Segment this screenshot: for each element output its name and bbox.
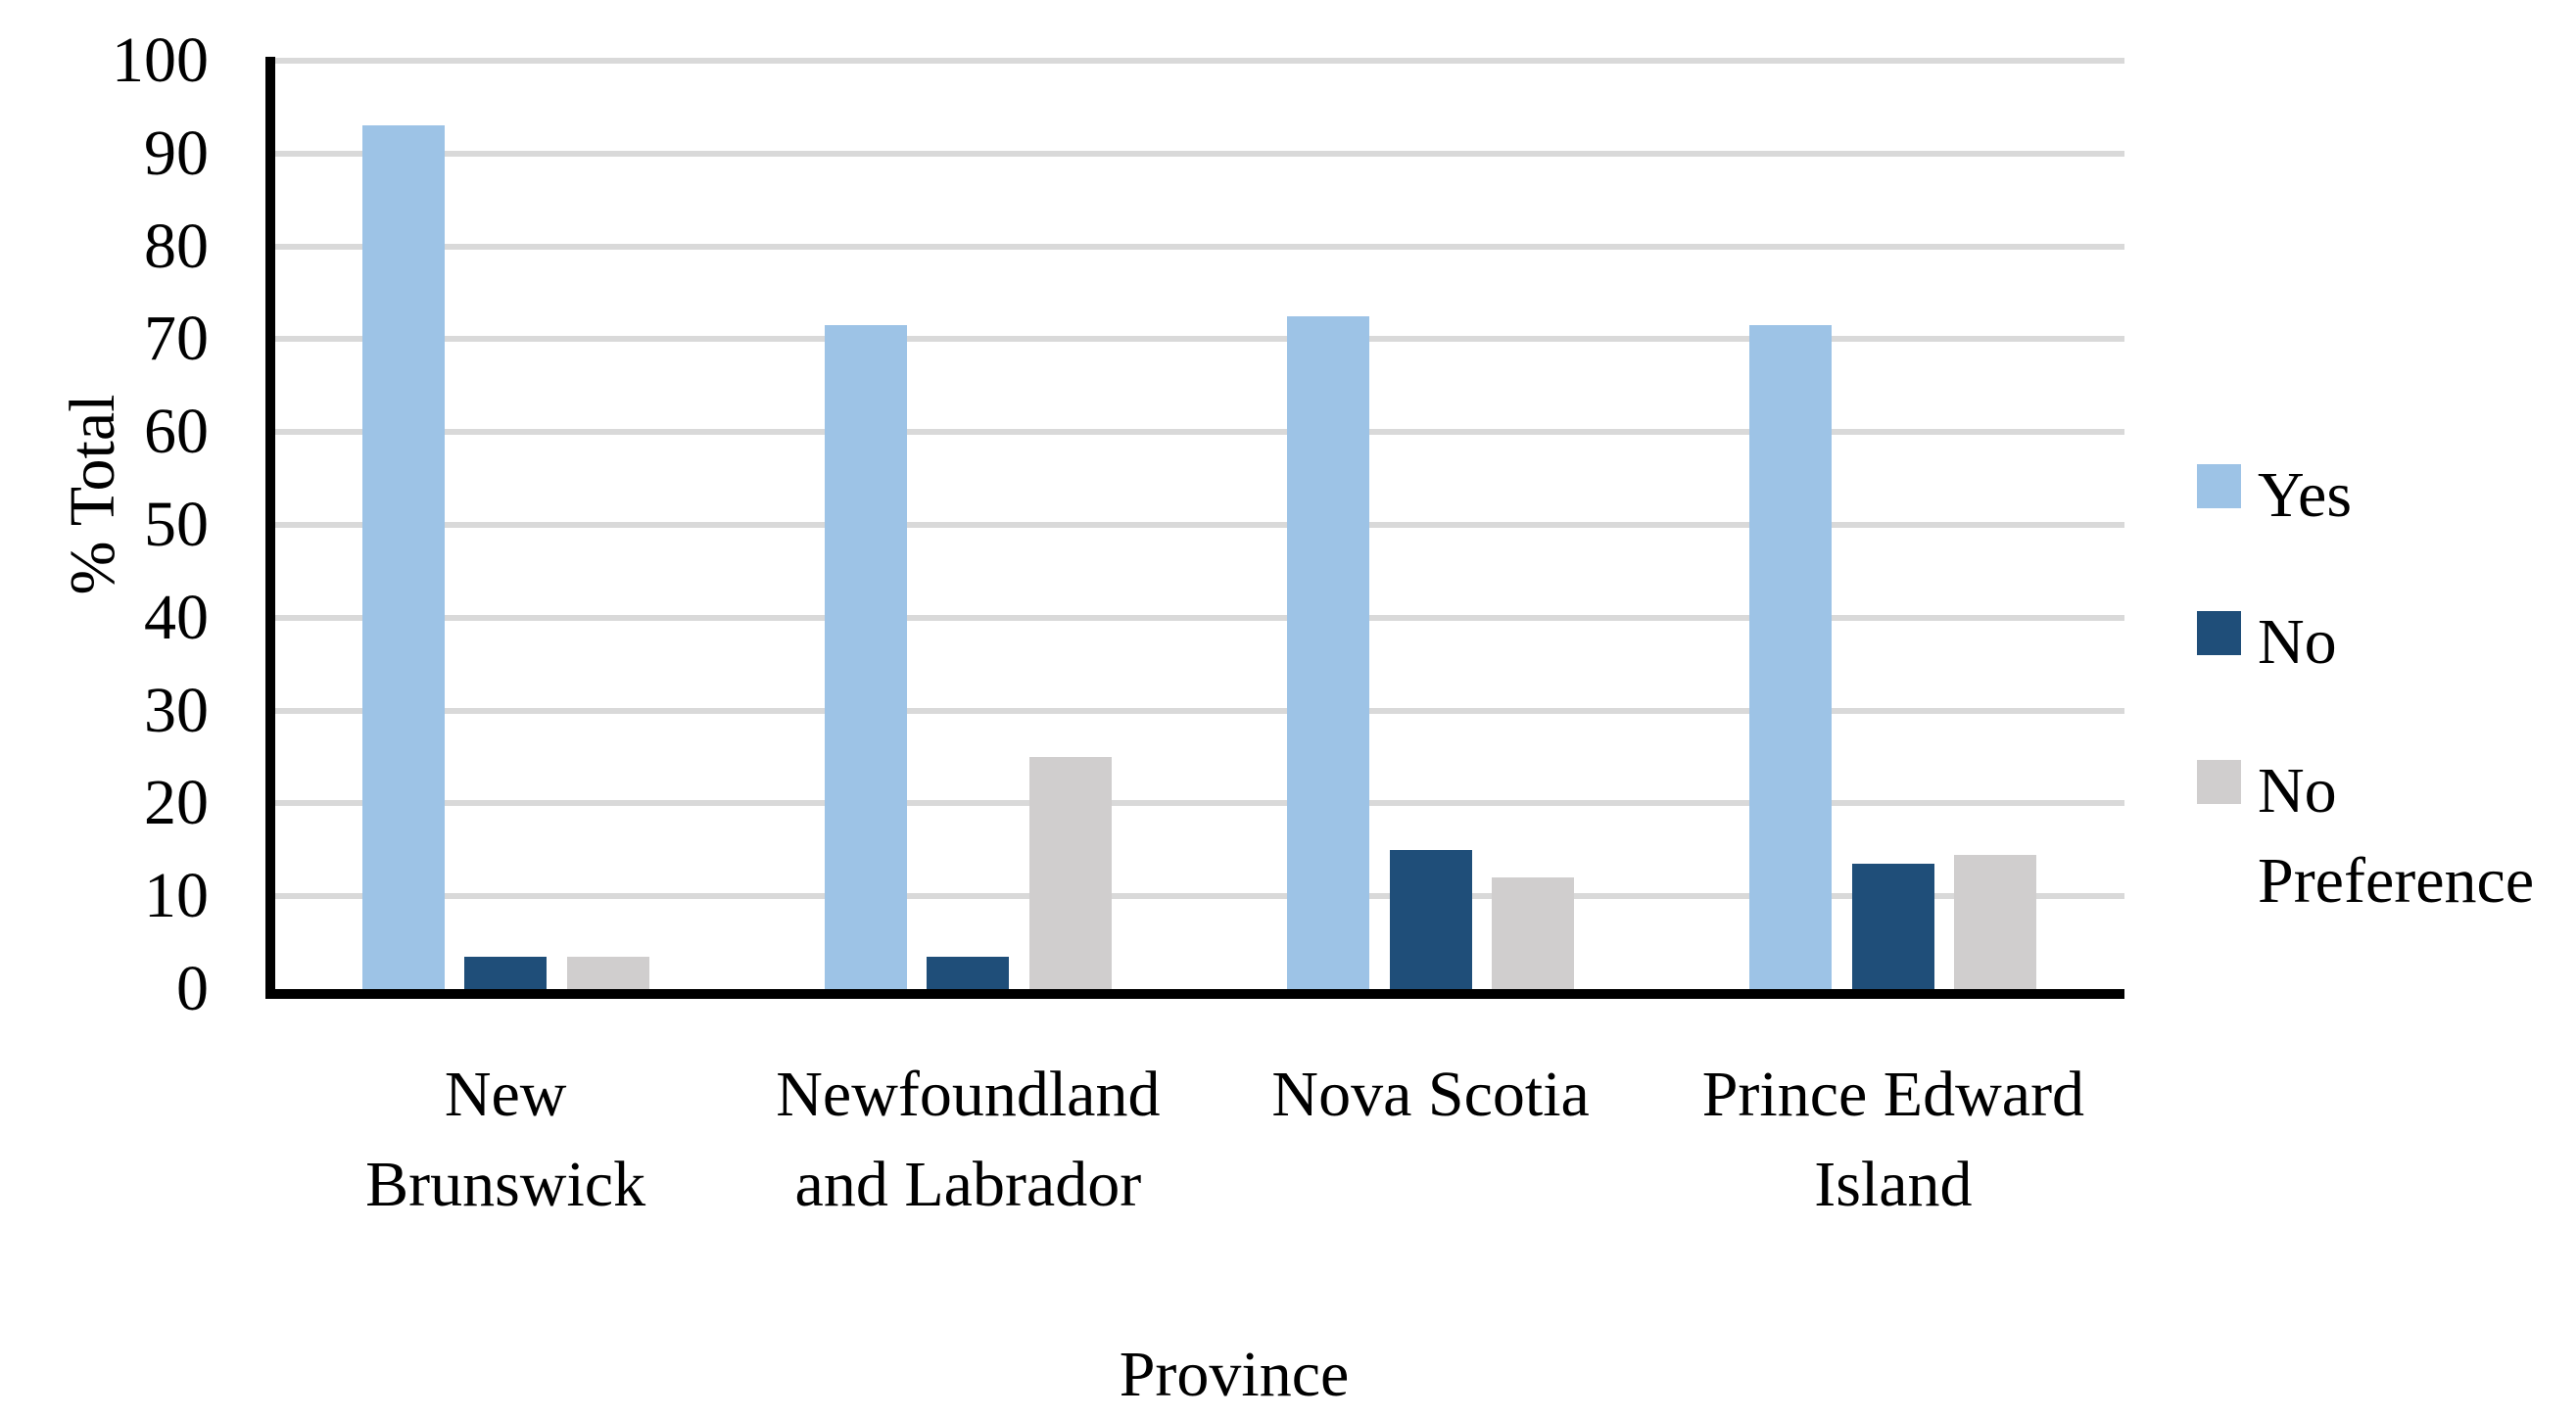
- legend-item-no: No: [2197, 597, 2576, 687]
- category-label-line: Island: [1814, 1149, 1973, 1220]
- y-tick-label-10: 10: [144, 860, 209, 932]
- bar-no-preference-new-brunswick: [566, 956, 649, 989]
- gridline-90: [274, 150, 2124, 157]
- category-label-newfoundland-and-labrador: Newfoundland and Labrador: [713, 1050, 1222, 1230]
- y-axis-line: [265, 57, 275, 999]
- category-label-line: and Labrador: [794, 1149, 1142, 1220]
- y-tick-label-30: 30: [144, 674, 209, 746]
- legend-item-no-preference: No Preference: [2197, 746, 2576, 926]
- bar-yes-prince-edward-island: [1749, 325, 1833, 989]
- gridline-50: [274, 522, 2124, 528]
- y-tick-label-60: 60: [144, 396, 209, 468]
- bar-no-new-brunswick: [464, 956, 548, 989]
- legend-label-yes: Yes: [2258, 459, 2353, 531]
- y-tick-label-20: 20: [144, 767, 209, 839]
- x-axis-title: Province: [1119, 1339, 1350, 1410]
- bar-yes-new-brunswick: [361, 125, 445, 989]
- legend-swatch-yes: [2197, 464, 2241, 508]
- y-tick-label-80: 80: [144, 210, 209, 282]
- x-axis-line: [265, 989, 2124, 999]
- gridline-40: [274, 614, 2124, 621]
- legend-swatch-no-preference: [2197, 760, 2241, 804]
- bar-no-preference-nova-scotia: [1492, 877, 1575, 989]
- bar-no-prince-edward-island: [1851, 864, 1934, 989]
- legend-label-no: No: [2258, 606, 2337, 678]
- category-label-line: Nova Scotia: [1271, 1059, 1590, 1130]
- y-tick-label-50: 50: [144, 489, 209, 560]
- y-tick-label-70: 70: [144, 303, 209, 375]
- category-label-line: New: [444, 1059, 567, 1130]
- y-tick-label-0: 0: [176, 953, 209, 1024]
- category-label-nova-scotia: Nova Scotia: [1176, 1050, 1686, 1140]
- y-tick-label-90: 90: [144, 117, 209, 189]
- legend-item-yes: Yes: [2197, 450, 2576, 541]
- bar-yes-newfoundland-and-labrador: [824, 325, 907, 989]
- gridline-70: [274, 336, 2124, 343]
- gridline-10: [274, 893, 2124, 900]
- gridline-20: [274, 800, 2124, 807]
- bar-no-newfoundland-and-labrador: [927, 956, 1010, 989]
- y-tick-label-100: 100: [112, 24, 209, 96]
- category-label-new-brunswick: New Brunswick: [251, 1050, 760, 1230]
- bar-no-nova-scotia: [1389, 849, 1472, 989]
- gridline-100: [274, 58, 2124, 64]
- bar-no-preference-newfoundland-and-labrador: [1028, 757, 1112, 989]
- category-label-line: Prince Edward: [1701, 1059, 2085, 1130]
- category-label-prince-edward-island: Prince Edward Island: [1639, 1050, 2148, 1230]
- legend-swatch-no: [2197, 611, 2241, 655]
- bar-yes-nova-scotia: [1287, 315, 1370, 989]
- category-label-line: Newfoundland: [776, 1059, 1161, 1130]
- gridline-80: [274, 243, 2124, 250]
- bar-no-preference-prince-edward-island: [1954, 854, 2037, 989]
- legend-label-no-preference: No Preference: [2258, 755, 2535, 917]
- category-label-line: Brunswick: [365, 1149, 646, 1220]
- gridline-60: [274, 429, 2124, 436]
- y-tick-label-40: 40: [144, 581, 209, 653]
- gridline-30: [274, 707, 2124, 714]
